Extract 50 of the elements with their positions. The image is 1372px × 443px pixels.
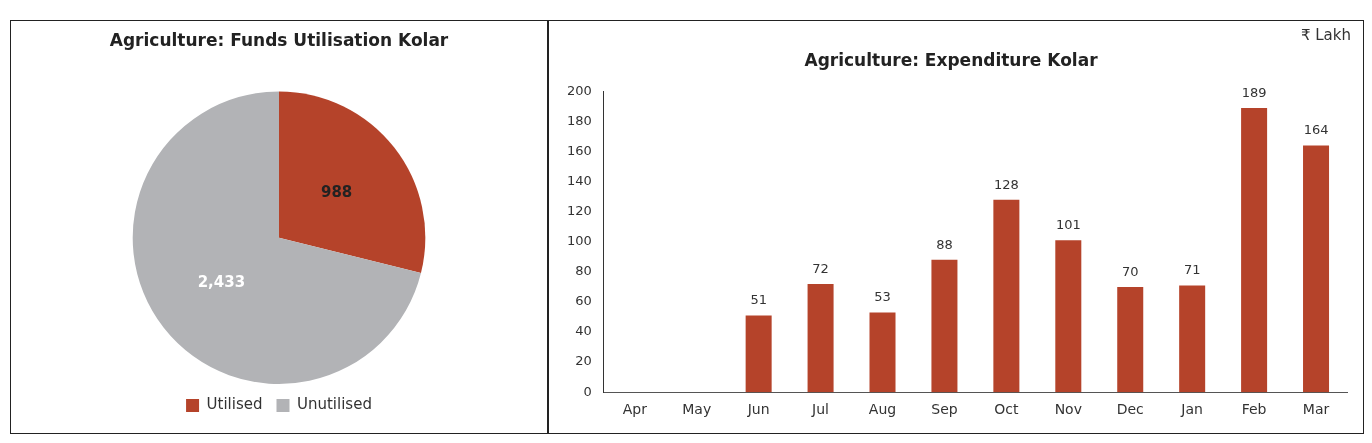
legend-label: Unutilised [296,395,372,414]
chart-title: Agriculture: Funds Utilisation Kolar [109,29,449,50]
bar [1117,286,1144,393]
y-axis-title: ₹ Lakh [1300,26,1351,45]
y-tick-label: 160 [566,142,592,158]
x-tick-label: Dec [1116,401,1144,418]
y-tick-label: 60 [575,293,592,309]
bar [1179,285,1206,393]
x-tick-label: Aug [868,401,897,418]
x-tick-label: Feb [1241,401,1267,418]
bar [807,283,834,393]
x-tick-label: Mar [1302,401,1330,418]
bar [1055,240,1082,393]
data-label: 51 [750,292,767,308]
data-label: 70 [1121,263,1139,279]
bar [993,199,1020,393]
x-tick-label: Jul [811,401,830,418]
bar [931,259,958,393]
data-label: 53 [874,289,891,305]
x-tick-label: Nov [1054,401,1082,418]
y-tick-label: 40 [575,323,592,339]
data-label: 101 [1055,217,1081,233]
legend-label: Utilised [206,395,263,414]
data-label: 71 [1183,262,1201,278]
bar [1303,145,1330,393]
data-label: 988 [320,182,353,201]
y-tick-label: 140 [566,173,592,189]
y-tick-label: 120 [566,203,592,219]
y-tick-label: 200 [566,82,592,98]
x-tick-label: Apr [622,401,648,418]
y-tick-label: 80 [575,263,592,279]
bar [869,312,896,393]
bar [1241,107,1268,393]
data-label: 164 [1303,122,1329,138]
data-label: 189 [1241,84,1267,100]
data-label: 72 [812,260,829,276]
y-tick-label: 0 [583,383,592,399]
data-label: 128 [993,176,1019,192]
y-tick-label: 100 [566,233,592,249]
data-label: 88 [936,236,953,252]
x-tick-label: Sep [931,401,958,418]
data-label: 2,433 [197,272,246,291]
bar [745,315,772,393]
x-tick-label: Oct [994,401,1019,418]
y-tick-label: 180 [566,112,592,128]
chart-title: Agriculture: Expenditure Kolar [804,49,1099,70]
x-tick-label: Jan [1180,401,1203,418]
x-tick-label: Jun [746,401,770,418]
y-tick-label: 20 [575,353,592,369]
x-tick-label: May [682,401,712,418]
